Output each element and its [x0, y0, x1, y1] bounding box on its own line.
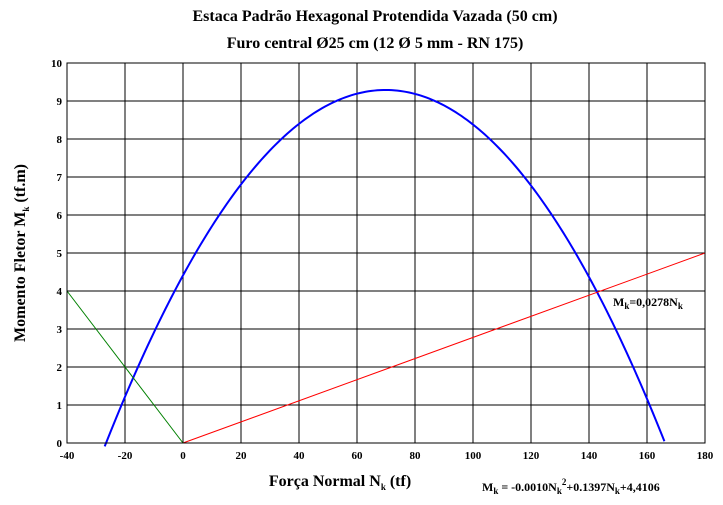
- x-axis-label-unit: (tf): [386, 473, 411, 490]
- y-tick-label: 1: [57, 400, 63, 412]
- lin-eq-rest: =0,0278N: [629, 295, 678, 309]
- quadratic-equation-label: Mk = -0.0010Nk2+0.1397Nk+4,4106: [482, 477, 660, 496]
- x-tick-label: -20: [118, 450, 133, 462]
- y-axis-label: Momento Fletor Mk (tf.m): [12, 164, 31, 342]
- y-tick-label: 4: [57, 286, 63, 298]
- quad-eq-p4: +4,4106: [620, 480, 660, 494]
- y-tick-label: 5: [57, 248, 63, 260]
- quad-eq-sup: 2: [562, 477, 567, 487]
- interaction-curve: [103, 88, 666, 447]
- lin-eq-sub2: k: [678, 301, 683, 311]
- quad-eq-s2: k: [557, 486, 562, 496]
- plot-frame: [66, 62, 706, 444]
- moment-line: [182, 252, 706, 444]
- y-tick-label: 10: [51, 58, 63, 70]
- y-tick-label: 6: [57, 210, 63, 222]
- grid: [66, 62, 706, 444]
- x-tick-labels: -40 -20 0 20 40 60 80 100 120 140 160 180: [60, 450, 714, 462]
- x-tick-label: 80: [410, 450, 422, 462]
- series-layer: [66, 88, 706, 447]
- quad-eq-p2: = -0.0010N: [498, 480, 557, 494]
- x-axis-label: Força Normal Nk (tf): [269, 473, 411, 492]
- x-tick-label: 40: [294, 450, 306, 462]
- x-tick-label: 140: [581, 450, 598, 462]
- x-tick-label: 180: [697, 450, 714, 462]
- y-tick-label: 3: [57, 324, 63, 336]
- y-axis-label-main: Momento Fletor M: [12, 212, 29, 342]
- quad-eq-s3: k: [615, 486, 620, 496]
- y-tick-label: 0: [57, 438, 63, 450]
- x-tick-label: 20: [236, 450, 248, 462]
- y-tick-label: 2: [57, 362, 63, 374]
- x-tick-label: 120: [523, 450, 540, 462]
- x-tick-label: 160: [639, 450, 656, 462]
- chart-subtitle: Furo central Ø25 cm (12 Ø 5 mm - RN 175): [227, 35, 524, 52]
- y-tick-label: 9: [57, 96, 63, 108]
- x-tick-label: 60: [352, 450, 364, 462]
- x-tick-label: 0: [180, 450, 186, 462]
- y-tick-label: 8: [57, 134, 63, 146]
- x-axis-label-main: Força Normal N: [269, 473, 381, 490]
- x-axis-label-sub: k: [381, 482, 386, 492]
- tension-line: [66, 290, 184, 444]
- lin-eq-prefix: M: [613, 295, 624, 309]
- x-tick-label: -40: [60, 450, 75, 462]
- quad-eq-p1: M: [482, 480, 493, 494]
- lin-eq-sub: k: [624, 301, 629, 311]
- chart-title: Estaca Padrão Hexagonal Protendida Vazad…: [192, 8, 557, 25]
- x-tick-label: 100: [465, 450, 482, 462]
- y-axis-label-unit: (tf.m): [12, 164, 29, 207]
- quad-eq-p3: +0.1397N: [566, 480, 615, 494]
- quad-eq-s1: k: [493, 486, 498, 496]
- linear-equation-label: Mk=0,0278Nk: [613, 295, 683, 311]
- y-axis-label-sub: k: [21, 207, 31, 212]
- y-tick-labels: 0 1 2 3 4 5 6 7 8 9 10: [51, 58, 63, 450]
- y-tick-label: 7: [57, 172, 63, 184]
